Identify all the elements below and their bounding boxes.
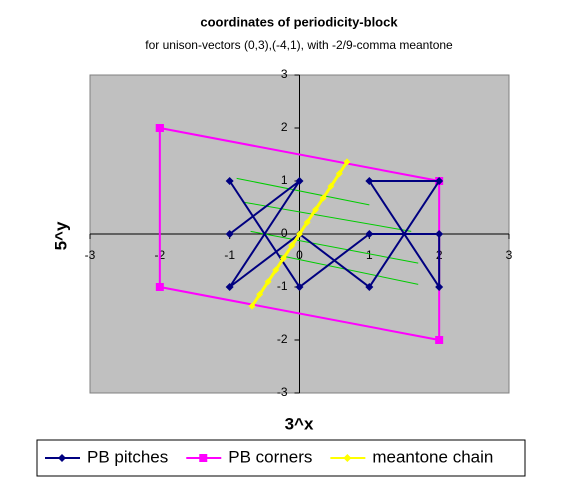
marker: [256, 290, 264, 298]
marker: [303, 218, 311, 226]
x-tick-label: 0: [296, 248, 303, 262]
legend-label: PB corners: [228, 447, 312, 466]
marker: [295, 283, 304, 291]
chart-title: coordinates of periodicity-block: [200, 14, 398, 29]
marker: [335, 170, 343, 178]
y-tick-label: -2: [277, 332, 288, 346]
y-tick-label: 1: [281, 173, 288, 187]
marker: [264, 278, 272, 286]
marker: [435, 336, 444, 344]
marker: [279, 254, 287, 262]
marker: [58, 454, 66, 462]
marker: [288, 242, 296, 250]
y-tick-label: 2: [281, 120, 288, 134]
marker: [225, 177, 234, 185]
marker: [248, 302, 256, 310]
marker: [155, 283, 164, 291]
legend: [36, 439, 526, 477]
marker: [272, 266, 280, 274]
x-axis-title: 3^x: [285, 414, 314, 433]
marker: [343, 454, 352, 462]
x-tick-label: 1: [366, 248, 373, 262]
marker: [225, 283, 234, 291]
marker: [435, 177, 444, 185]
marker: [343, 158, 351, 166]
x-tick-label: -1: [224, 248, 235, 262]
marker: [435, 283, 444, 291]
y-tick-label: 3: [281, 67, 288, 81]
series-line: [228, 180, 442, 291]
marker: [435, 230, 444, 238]
marker: [365, 283, 374, 291]
marker: [365, 230, 374, 238]
marker: [319, 194, 327, 202]
y-tick-label: 0: [281, 226, 288, 240]
y-axis-title: 5^y: [51, 221, 70, 250]
x-tick-label: -3: [85, 248, 96, 262]
chart-subtitle: for unison-vectors (0,3),(-4,1), with -2…: [145, 38, 453, 52]
marker: [225, 230, 234, 238]
legend-label: PB pitches: [87, 447, 168, 466]
legend-label: meantone chain: [372, 447, 493, 466]
marker: [327, 182, 335, 190]
marker: [155, 124, 164, 132]
y-tick-label: -1: [277, 279, 288, 293]
y-tick-label: -3: [277, 385, 288, 399]
marker: [199, 454, 208, 462]
marker: [295, 177, 304, 185]
series-line: [236, 177, 419, 285]
marker: [312, 206, 320, 214]
marker: [296, 230, 303, 238]
x-tick-label: 3: [506, 248, 513, 262]
marker: [365, 177, 374, 185]
